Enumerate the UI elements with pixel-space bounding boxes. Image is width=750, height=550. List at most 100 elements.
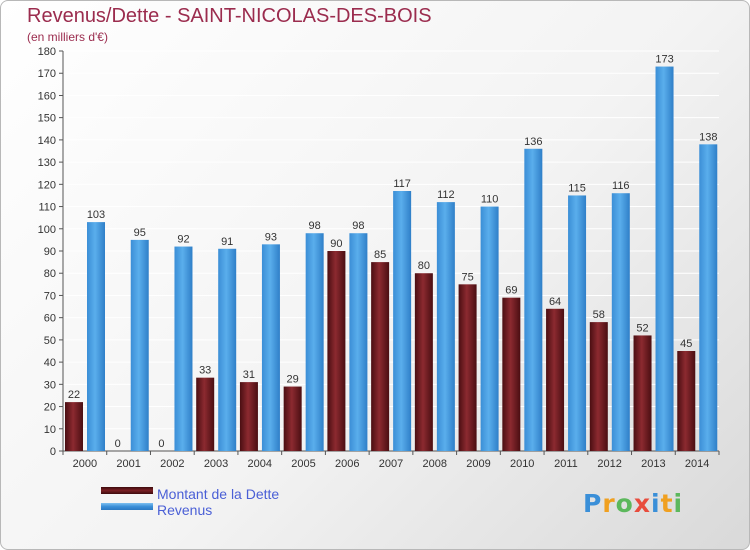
bar-dette <box>414 273 433 451</box>
data-label-revenus: 98 <box>309 220 321 232</box>
data-label-revenus: 91 <box>221 236 233 248</box>
bar-revenus <box>218 248 237 451</box>
x-tick-label: 2005 <box>291 458 315 470</box>
bar-revenus <box>611 193 630 451</box>
chart-title: Revenus/Dette - SAINT-NICOLAS-DES-BOIS <box>27 5 432 27</box>
y-tick-label: 50 <box>44 335 56 347</box>
logo-letter: o <box>615 489 634 518</box>
bar-revenus <box>655 66 674 452</box>
data-label-dette: 0 <box>115 438 121 450</box>
bar-dette <box>589 322 608 451</box>
data-label-dette: 69 <box>505 285 517 297</box>
x-tick-label: 2008 <box>422 458 446 470</box>
x-tick-label: 2011 <box>554 458 578 470</box>
bar-dette <box>239 382 258 451</box>
x-tick-label: 2012 <box>597 458 621 470</box>
data-label-revenus: 95 <box>134 227 146 239</box>
bar-revenus <box>524 148 543 451</box>
logo-letter: x <box>633 489 651 518</box>
chart-subtitle: (en milliers d'€) <box>27 30 108 44</box>
y-tick-label: 150 <box>38 113 56 125</box>
bar-revenus <box>305 233 324 451</box>
y-tick-label: 120 <box>38 179 56 191</box>
bar-chart: 0 10 20 30 40 50 60 70 80 90 100 110 120 130 140 150 160… <box>38 46 720 470</box>
y-tick-label: 20 <box>44 402 56 414</box>
x-tick-label: 2002 <box>160 458 184 470</box>
bar-revenus <box>349 233 368 451</box>
bar-dette <box>677 351 696 451</box>
bar-revenus <box>699 144 718 452</box>
y-tick-label: 160 <box>38 90 56 102</box>
x-tick-label: 2006 <box>335 458 359 470</box>
logo-letter: i <box>673 489 684 518</box>
bar-dette <box>327 251 346 451</box>
x-tick-label: 2003 <box>204 458 228 470</box>
bar-revenus <box>174 246 193 451</box>
data-label-dette: 75 <box>461 271 473 283</box>
data-label-revenus: 173 <box>655 54 673 66</box>
legend-label-dette: Montant de la Dette <box>157 486 280 502</box>
y-tick-label: 180 <box>38 46 56 58</box>
data-label-dette: 22 <box>68 389 80 401</box>
data-label-dette: 33 <box>199 365 211 377</box>
y-tick-label: 170 <box>38 68 56 80</box>
y-tick-label: 110 <box>38 202 56 214</box>
legend-swatch-dette <box>101 487 153 494</box>
data-label-revenus: 103 <box>87 209 105 221</box>
data-label-dette: 85 <box>374 249 386 261</box>
data-label-revenus: 117 <box>393 178 411 190</box>
logo-letter: t <box>660 489 674 518</box>
bar-dette <box>283 386 302 451</box>
bar-dette <box>65 402 83 451</box>
data-label-dette: 0 <box>158 438 164 450</box>
x-tick-label: 2000 <box>73 458 97 470</box>
y-tick-label: 60 <box>44 313 56 325</box>
logo-letter: i <box>651 489 661 518</box>
y-tick-label: 30 <box>44 379 56 391</box>
bar-dette <box>371 262 390 451</box>
logo-letter: P <box>583 489 603 518</box>
bar-dette <box>546 308 565 451</box>
data-label-dette: 31 <box>243 369 255 381</box>
data-label-dette: 45 <box>680 338 692 350</box>
data-label-revenus: 115 <box>568 182 586 194</box>
data-label-dette: 64 <box>549 296 561 308</box>
data-label-dette: 58 <box>593 309 605 321</box>
y-tick-label: 140 <box>38 135 56 147</box>
legend-label-revenus: Revenus <box>157 502 213 518</box>
data-label-revenus: 116 <box>612 180 630 192</box>
data-label-dette: 52 <box>636 322 648 334</box>
data-label-revenus: 136 <box>524 136 542 148</box>
x-tick-label: 2001 <box>116 458 140 470</box>
data-label-revenus: 93 <box>265 231 277 243</box>
data-label-revenus: 98 <box>352 220 364 232</box>
legend-swatch-revenus <box>101 503 153 510</box>
x-tick-label: 2013 <box>641 458 665 470</box>
bar-revenus <box>568 195 587 451</box>
data-label-revenus: 138 <box>699 131 717 143</box>
bar-revenus <box>480 206 499 451</box>
x-tick-label: 2010 <box>510 458 534 470</box>
bar-dette <box>633 335 652 451</box>
y-tick-label: 0 <box>50 446 56 458</box>
y-tick-label: 10 <box>44 424 56 436</box>
y-tick-label: 80 <box>44 268 56 280</box>
x-tick-label: 2007 <box>379 458 403 470</box>
logo-letter: r <box>602 489 616 518</box>
y-tick-label: 100 <box>38 224 56 236</box>
x-tick-label: 2004 <box>248 458 272 470</box>
data-label-dette: 90 <box>330 238 342 250</box>
bar-dette <box>502 297 521 451</box>
data-label-dette: 29 <box>287 374 299 386</box>
bar-revenus <box>261 244 280 451</box>
data-label-dette: 80 <box>418 260 430 272</box>
bar-dette <box>458 284 477 451</box>
data-label-revenus: 92 <box>177 234 189 246</box>
y-tick-label: 40 <box>44 357 56 369</box>
bar-revenus <box>87 222 105 451</box>
bar-dette <box>196 377 215 451</box>
bar-revenus <box>393 191 412 451</box>
data-label-revenus: 110 <box>481 194 499 206</box>
y-tick-label: 70 <box>44 290 56 302</box>
